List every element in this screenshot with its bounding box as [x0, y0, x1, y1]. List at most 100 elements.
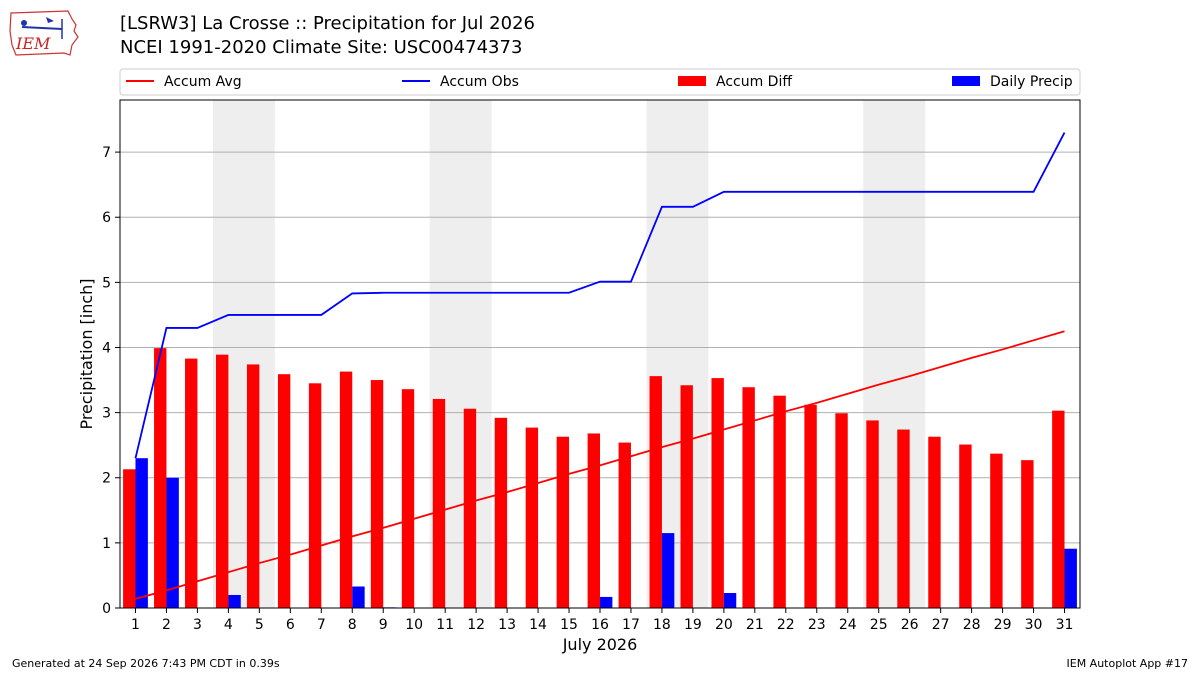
x-tick-label: 15	[560, 617, 578, 633]
daily-precip-bar	[228, 594, 241, 608]
accum-diff-bar	[742, 387, 755, 608]
y-tick-label: 5	[102, 275, 111, 291]
x-axis-label: July 2026	[562, 635, 638, 654]
x-tick-label: 21	[746, 617, 764, 633]
x-tick-label: 20	[715, 617, 733, 633]
y-axis-label: Precipitation [inch]	[77, 278, 96, 429]
y-tick-label: 1	[102, 536, 111, 552]
daily-precip-bar	[166, 477, 179, 608]
x-tick-label: 14	[529, 617, 547, 633]
accum-diff-bar	[556, 436, 570, 608]
x-tick-label: 25	[870, 617, 888, 633]
y-tick-label: 7	[102, 145, 111, 161]
daily-precip-bar	[723, 593, 737, 608]
accum-diff-bar	[897, 429, 910, 608]
x-tick-label: 8	[348, 617, 357, 633]
accum-diff-bar	[959, 444, 972, 608]
x-tick-label: 16	[591, 617, 609, 633]
accum-diff-bar	[928, 436, 941, 608]
accum-diff-bar	[1021, 460, 1034, 608]
accum-obs-line	[134, 132, 1066, 459]
x-tick-label: 12	[467, 617, 485, 633]
chart-subtitle: NCEI 1991-2020 Climate Site: USC00474373	[120, 37, 523, 58]
x-tick-label: 9	[379, 617, 388, 633]
accum-diff-bar	[308, 383, 322, 608]
accum-diff-bar	[185, 358, 198, 608]
legend-frame	[119, 68, 1081, 96]
y-tick-label: 6	[102, 210, 111, 226]
x-tick-label: 26	[901, 617, 919, 633]
accum-diff-bar	[835, 413, 848, 608]
x-tick-label: 24	[839, 617, 857, 633]
accum-diff-bar	[494, 417, 508, 608]
accum-diff-bar	[804, 404, 817, 608]
legend-accum-avg-label: Accum Avg	[164, 74, 242, 90]
x-tick-label: 3	[193, 617, 202, 633]
x-tick-label: 27	[932, 617, 950, 633]
accum-diff-bar	[432, 398, 446, 608]
x-tick-label: 11	[436, 617, 454, 633]
x-tick-label: 31	[1056, 617, 1074, 633]
x-tick-label: 7	[317, 617, 326, 633]
accum-diff-bar	[339, 371, 353, 608]
accum-diff-bar	[401, 389, 415, 608]
x-tick-label: 13	[498, 617, 516, 633]
accum-diff-bar	[649, 376, 662, 608]
iem-logo: IEM	[9, 10, 79, 56]
app-label: IEM Autoplot App #17	[1066, 657, 1189, 670]
accum-diff-bar	[1052, 410, 1065, 608]
accum-diff-bar	[680, 385, 693, 608]
x-tick-label: 23	[808, 617, 826, 633]
generated-timestamp: Generated at 24 Sep 2026 7:43 PM CDT in …	[12, 657, 280, 670]
legend-accum-obs-label: Accum Obs	[440, 74, 519, 90]
x-tick-label: 30	[1025, 617, 1043, 633]
y-tick-label: 2	[102, 471, 111, 487]
accum-diff-bar	[587, 433, 600, 608]
x-tick-label: 28	[963, 617, 981, 633]
accum-diff-bar	[525, 427, 539, 608]
daily-precip-bar	[352, 586, 365, 608]
logo-text: IEM	[15, 34, 51, 53]
iowa-state-outline	[9, 10, 79, 56]
x-tick-label: 19	[684, 617, 702, 633]
logo-line	[21, 26, 63, 30]
x-tick-label: 22	[777, 617, 795, 633]
accum-diff-bar	[216, 354, 229, 608]
x-tick-label: 18	[653, 617, 671, 633]
x-tick-label: 6	[286, 617, 295, 633]
x-tick-label: 10	[405, 617, 423, 633]
accum-avg-line	[135, 330, 1065, 600]
logo-bird	[46, 17, 54, 23]
x-tick-label: 17	[622, 617, 640, 633]
accum-diff-bar	[463, 408, 477, 608]
legend-daily-precip-label: Daily Precip	[990, 74, 1073, 90]
daily-precip-bar	[135, 458, 148, 608]
daily-precip-bar	[600, 596, 613, 608]
chart-title: [LSRW3] La Crosse :: Precipitation for J…	[120, 13, 535, 34]
y-tick-label: 3	[102, 406, 111, 422]
accum-diff-bar	[711, 378, 724, 608]
legend-accum-diff-swatch	[678, 76, 706, 86]
daily-precip-bar	[1064, 548, 1077, 608]
accum-diff-bar	[618, 442, 631, 608]
legend: Accum Avg Accum Obs Accum Diff Daily Precip	[119, 68, 1081, 96]
legend-daily-precip-swatch	[952, 76, 980, 86]
y-tick-label: 0	[102, 601, 111, 617]
x-tick-label: 4	[224, 617, 233, 633]
accum-diff-bar	[990, 453, 1003, 608]
x-tick-label: 29	[994, 617, 1012, 633]
y-tick-label: 4	[102, 340, 111, 356]
x-tick-label: 5	[255, 617, 264, 633]
daily-precip-bar	[661, 533, 675, 608]
accum-diff-bar	[370, 380, 384, 608]
logo-dot	[21, 20, 27, 26]
x-tick-label: 2	[162, 617, 171, 633]
accum-diff-bar	[154, 348, 167, 608]
accum-diff-bar	[773, 395, 786, 608]
accum-diff-bar	[277, 374, 291, 608]
x-tick-label: 1	[131, 617, 140, 633]
legend-accum-diff-label: Accum Diff	[716, 74, 792, 90]
accum-diff-bar	[123, 469, 136, 608]
accum-diff-bar	[246, 364, 260, 608]
